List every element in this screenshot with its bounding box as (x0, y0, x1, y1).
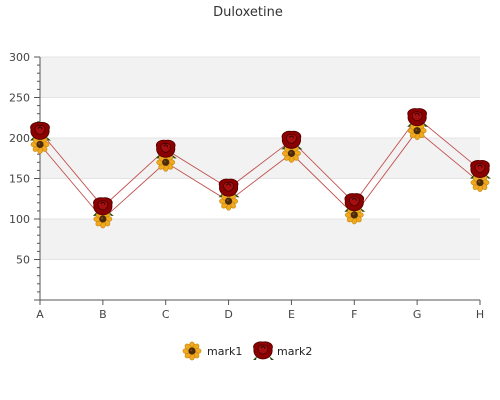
y-tick-label: 300 (9, 51, 30, 64)
plot-background-bands (40, 57, 480, 260)
legend-item-mark1[interactable]: mark1 (182, 341, 242, 361)
series-line-mark1 (39, 130, 481, 220)
data-point-mark2 (218, 178, 241, 198)
y-tick-label: 50 (16, 254, 30, 267)
x-axis: A B C D E F G H (36, 299, 484, 321)
plot-band (40, 219, 480, 260)
x-tick-label: C (162, 308, 170, 321)
x-tick-label: H (476, 308, 484, 321)
gridlines (40, 56, 480, 260)
plot-band (40, 138, 480, 179)
series-line-mark2 (39, 117, 481, 208)
sunflower-icon (182, 341, 202, 361)
series-lines (39, 117, 481, 220)
y-axis: 50 100 150 200 250 300 (9, 51, 41, 301)
y-tick-label: 200 (9, 132, 30, 145)
x-tick-label: F (351, 308, 357, 321)
x-tick-label: E (288, 308, 295, 321)
x-tick-label: A (36, 308, 44, 321)
x-tick-label: D (224, 308, 232, 321)
legend-label-mark1: mark1 (207, 345, 242, 358)
x-tick-label: G (413, 308, 422, 321)
y-tick-label: 100 (9, 213, 30, 226)
x-tick-label: B (99, 308, 107, 321)
data-point-mark2 (343, 193, 366, 213)
plot-band (40, 57, 480, 98)
legend: mark1 mark2 (182, 341, 312, 361)
legend-label-mark2: mark2 (277, 345, 312, 358)
legend-item-mark2[interactable]: mark2 (252, 341, 312, 361)
data-point-mark2 (469, 159, 492, 180)
y-tick-label: 250 (9, 92, 30, 105)
rose-icon (252, 341, 275, 361)
data-point-mark2 (92, 197, 115, 217)
y-tick-label: 150 (9, 173, 30, 186)
chart-title: Duloxetine (213, 5, 283, 20)
